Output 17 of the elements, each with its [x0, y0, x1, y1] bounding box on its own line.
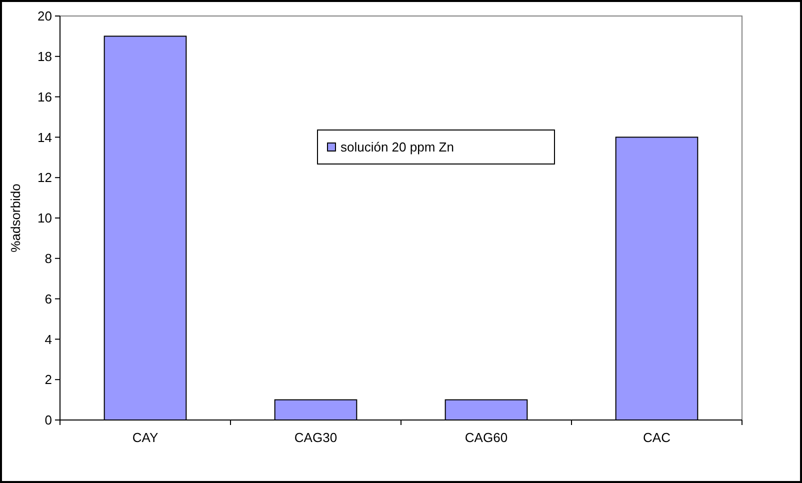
x-tick-label: CAC: [643, 430, 670, 445]
y-axis-title: %adsorbido: [8, 184, 23, 252]
y-tick-label: 8: [44, 250, 52, 266]
legend-label: solución 20 ppm Zn: [340, 140, 454, 155]
y-tick-label: 10: [38, 210, 52, 226]
y-tick-label: 12: [38, 170, 52, 186]
y-tick-label: 14: [38, 130, 52, 145]
y-tick-label: 2: [44, 372, 52, 388]
x-tick-label: CAG30: [294, 430, 338, 445]
x-tick-label: CAG60: [464, 430, 508, 445]
x-tick-label: CAY: [132, 430, 158, 445]
y-tick-label: 4: [44, 332, 52, 347]
y-tick-label: 20: [38, 8, 52, 24]
y-tick-label: 0: [44, 412, 52, 428]
y-tick-label: 6: [44, 291, 52, 306]
y-tick-label: 18: [38, 48, 52, 64]
y-tick-label: 16: [38, 89, 52, 104]
